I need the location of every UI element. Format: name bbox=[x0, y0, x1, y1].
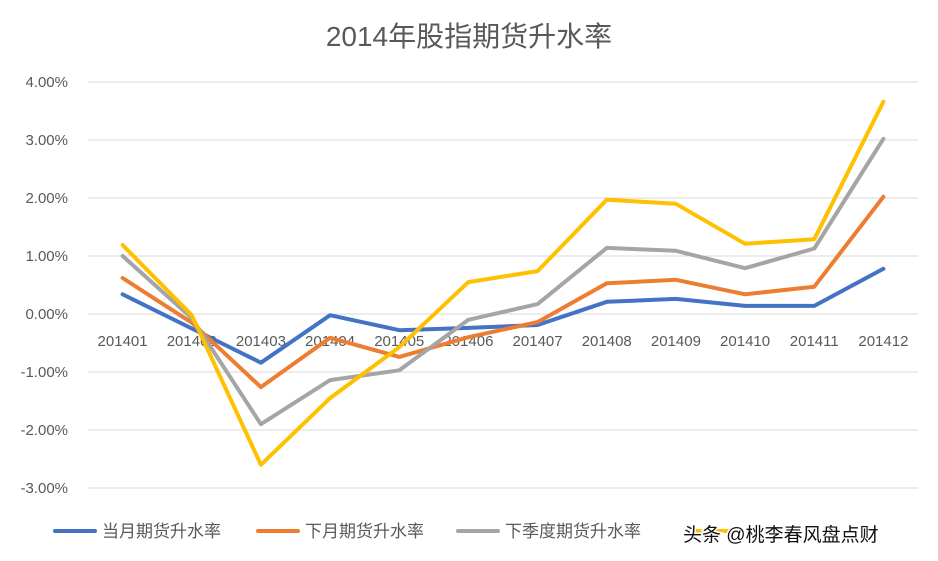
x-tick-label: 201406 bbox=[443, 333, 493, 350]
x-tick-label: 201408 bbox=[582, 333, 632, 350]
y-tick-label: -2.00% bbox=[20, 422, 68, 439]
watermark-text: 头条 @桃李春风盘点财 bbox=[683, 524, 879, 546]
y-tick-label: 0.00% bbox=[25, 306, 68, 323]
y-tick-label: 1.00% bbox=[25, 248, 68, 265]
x-tick-label: 201403 bbox=[236, 333, 286, 350]
legend: 当月期货升水率 下月期货升水率 下季度期货升水率 bbox=[53, 522, 732, 541]
x-tick-label: 201411 bbox=[790, 333, 839, 350]
series-line-3 bbox=[120, 136, 886, 427]
x-tick-label: 201412 bbox=[858, 333, 908, 350]
y-tick-label: -1.00% bbox=[20, 364, 68, 381]
y-tick-label: 3.00% bbox=[25, 132, 68, 149]
y-axis-tick-labels: 4.00% 3.00% 2.00% 1.00% 0.00% -1.00% -2.00% -3.… bbox=[20, 74, 68, 497]
legend-item: 当月期货升水率 bbox=[53, 522, 221, 541]
chart-title: 2014年股指期货升水率 bbox=[326, 21, 612, 52]
legend-label: 当月期货升水率 bbox=[102, 522, 221, 541]
series-lines bbox=[120, 99, 886, 467]
series-line-4 bbox=[120, 99, 886, 467]
x-tick-label: 201401 bbox=[98, 333, 148, 350]
legend-label: 下月期货升水率 bbox=[305, 522, 424, 541]
y-tick-label: -3.00% bbox=[20, 480, 68, 497]
legend-label: 下季度期货升水率 bbox=[505, 522, 641, 541]
y-tick-label: 4.00% bbox=[25, 74, 68, 91]
series-line-2 bbox=[120, 194, 886, 390]
x-tick-label: 201409 bbox=[651, 333, 701, 350]
gridlines bbox=[88, 81, 918, 489]
series-line-1 bbox=[120, 266, 886, 365]
legend-item: 下季度期货升水率 bbox=[456, 522, 641, 541]
x-tick-label: 201407 bbox=[513, 333, 563, 350]
y-tick-label: 2.00% bbox=[25, 190, 68, 207]
legend-item: 下月期货升水率 bbox=[256, 522, 424, 541]
x-tick-label: 201410 bbox=[720, 333, 770, 350]
